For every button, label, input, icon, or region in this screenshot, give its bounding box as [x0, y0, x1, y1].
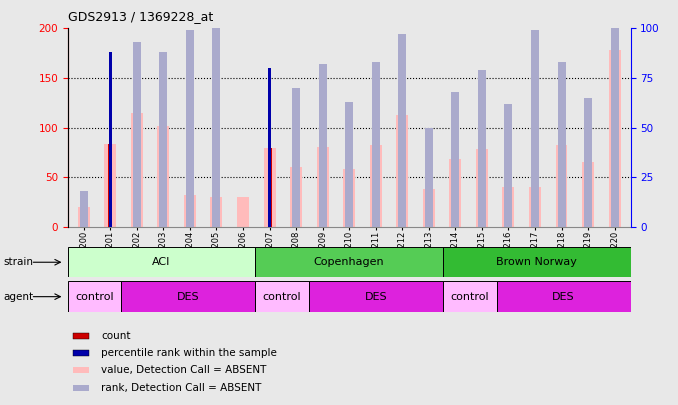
Bar: [609, 50, 620, 227]
Text: rank, Detection Call = ABSENT: rank, Detection Call = ABSENT: [101, 383, 262, 393]
Bar: [108, 145, 113, 227]
Bar: [398, 34, 406, 227]
Text: control: control: [263, 292, 302, 302]
Bar: [370, 145, 382, 227]
Bar: [345, 102, 353, 227]
Bar: [212, 28, 220, 227]
Bar: [529, 187, 541, 227]
Bar: [157, 126, 170, 227]
Bar: [237, 197, 249, 227]
Bar: [73, 333, 89, 339]
Bar: [78, 207, 89, 227]
Bar: [186, 30, 194, 227]
Bar: [309, 281, 443, 312]
Bar: [256, 247, 443, 277]
Bar: [104, 145, 116, 227]
Text: DES: DES: [365, 292, 387, 302]
Bar: [372, 62, 380, 227]
Bar: [264, 148, 275, 227]
Text: Copenhagen: Copenhagen: [314, 257, 384, 267]
Bar: [343, 169, 355, 227]
Text: DES: DES: [177, 292, 200, 302]
Bar: [159, 52, 167, 227]
Bar: [184, 195, 196, 227]
Bar: [68, 247, 256, 277]
Bar: [531, 30, 539, 227]
Bar: [73, 385, 89, 391]
Bar: [504, 104, 513, 227]
Bar: [557, 62, 565, 227]
Bar: [396, 115, 408, 227]
Text: control: control: [75, 292, 114, 302]
Text: agent: agent: [3, 292, 33, 302]
Text: control: control: [450, 292, 489, 302]
Bar: [292, 88, 300, 227]
Bar: [317, 147, 329, 227]
Bar: [496, 281, 631, 312]
Bar: [268, 68, 271, 227]
Bar: [425, 128, 433, 227]
Bar: [582, 162, 594, 227]
Bar: [268, 148, 271, 227]
Text: value, Detection Call = ABSENT: value, Detection Call = ABSENT: [101, 365, 266, 375]
Bar: [478, 70, 486, 227]
Bar: [476, 149, 488, 227]
Bar: [109, 52, 112, 227]
Bar: [423, 189, 435, 227]
Bar: [256, 281, 309, 312]
Bar: [121, 281, 256, 312]
Bar: [443, 281, 496, 312]
Bar: [133, 42, 141, 227]
Text: count: count: [101, 331, 131, 341]
Bar: [73, 367, 89, 373]
Bar: [502, 187, 515, 227]
Text: Brown Norway: Brown Norway: [496, 257, 577, 267]
Bar: [319, 64, 327, 227]
Bar: [584, 98, 592, 227]
Text: GDS2913 / 1369228_at: GDS2913 / 1369228_at: [68, 10, 213, 23]
Bar: [68, 281, 121, 312]
Text: percentile rank within the sample: percentile rank within the sample: [101, 348, 277, 358]
Bar: [210, 197, 222, 227]
Bar: [290, 167, 302, 227]
Bar: [443, 247, 631, 277]
Text: strain: strain: [3, 257, 33, 267]
Bar: [611, 13, 618, 227]
Bar: [452, 92, 459, 227]
Text: DES: DES: [553, 292, 575, 302]
Text: ACI: ACI: [153, 257, 171, 267]
Bar: [555, 145, 567, 227]
Bar: [131, 113, 143, 227]
Bar: [80, 191, 87, 227]
Bar: [450, 159, 461, 227]
Bar: [73, 350, 89, 356]
